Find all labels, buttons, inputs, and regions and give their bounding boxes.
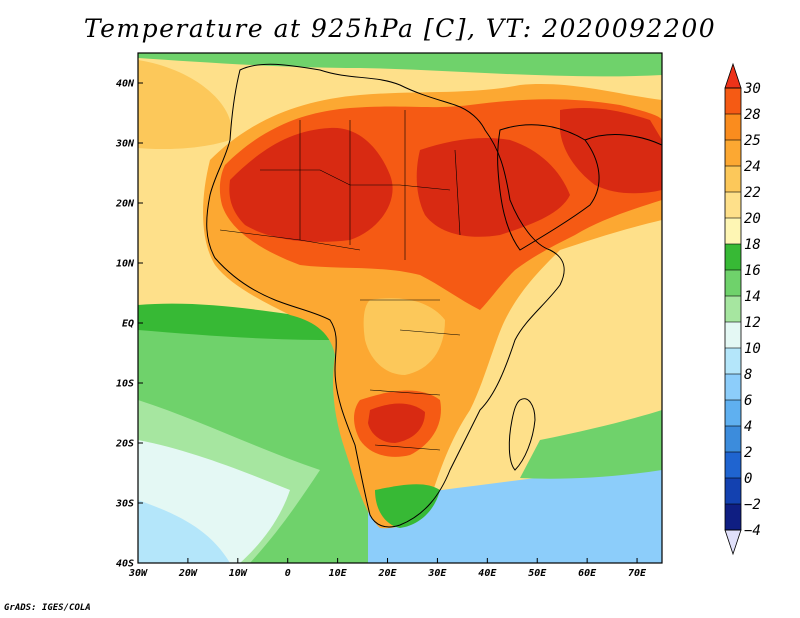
lon-tick-label: 30W [128, 568, 148, 579]
south-indian-cool [520, 410, 662, 479]
colorbar-swatch [725, 400, 741, 427]
lat-tick-label: EQ [122, 319, 134, 330]
asia-coastline [584, 134, 662, 146]
lon-tick-label: 0 [285, 568, 291, 579]
lon-tick-label: 20W [178, 568, 198, 579]
colorbar-label: 6 [744, 393, 752, 409]
border-line [454, 149, 461, 236]
colorbar-label: −2 [744, 497, 761, 513]
madagascar [508, 398, 536, 471]
colorbar-label: 12 [744, 315, 761, 331]
colorbar-label: 22 [744, 185, 761, 201]
border-line [369, 389, 441, 396]
colorbar-swatch [725, 322, 741, 349]
angola-zambia-hottest [368, 403, 425, 443]
border-line [219, 229, 361, 251]
lon-tick-label: 10E [329, 568, 348, 579]
colorbar-label: 16 [744, 263, 761, 279]
colorbar-swatch [725, 270, 741, 297]
coastlines [206, 63, 662, 528]
country-borders [219, 110, 461, 451]
colorbar-label: 10 [744, 341, 761, 357]
border-line [374, 444, 441, 451]
colorbar-label: 24 [744, 159, 761, 175]
lat-tick-label: 10N [116, 259, 135, 270]
lat-tick-label: 20S [115, 439, 134, 450]
lat-tick-label: 20N [115, 199, 135, 210]
sudan-arabia-hottest [416, 138, 570, 237]
gulf-guinea-band [138, 303, 330, 340]
colorbar-label: 28 [744, 107, 761, 123]
colorbar-swatch [725, 426, 741, 453]
colorbar-label: 20 [744, 211, 761, 227]
congo-basin-mild [363, 298, 445, 375]
lon-tick-label: 40E [478, 568, 497, 579]
colorbar-swatch [725, 166, 741, 193]
west-sahara-hottest [229, 127, 393, 242]
colorbar-swatch [725, 218, 741, 245]
colorbar-top-arrow [724, 62, 742, 89]
south-atlantic-coldest [138, 500, 230, 563]
southern-ocean-cold [368, 470, 662, 563]
grads-credit: GrADS: IGES/COLA [4, 603, 91, 613]
south-africa-cool [375, 484, 440, 528]
africa-coastline [206, 63, 565, 528]
border-line [399, 329, 461, 336]
lat-tick-label: 30S [115, 499, 134, 510]
colorbar-swatch [725, 478, 741, 505]
iran-pakistan-hottest [560, 108, 662, 194]
arabian-peninsula [497, 124, 600, 251]
lat-tick-label: 10S [116, 379, 134, 390]
colorbar-label: 25 [744, 133, 761, 149]
colorbar-bottom-arrow [724, 529, 742, 556]
colorbar-swatch [725, 452, 741, 479]
colorbar-label: 14 [744, 289, 761, 305]
lon-tick-label: 10W [229, 568, 248, 579]
colorbar-swatch [725, 374, 741, 401]
lat-tick-label: 30N [115, 139, 135, 150]
lon-tick-label: 30E [427, 568, 447, 579]
lon-tick-label: 20E [377, 568, 397, 579]
map-title: Temperature at 925hPa [C], VT: 202009220… [83, 14, 717, 43]
colorbar-swatch [725, 88, 741, 115]
colorbar-label: 8 [744, 367, 752, 383]
lat-tick-label: 40N [116, 79, 135, 90]
latitude-axis: 40N 30N 20N 10N EQ 10S 20S 30S 40S [115, 79, 143, 570]
north-atlantic-mild [138, 60, 232, 150]
colorbar-label: 30 [743, 81, 761, 97]
plot-frame [137, 52, 663, 564]
colorbar-swatch [725, 348, 741, 375]
lon-tick-label: 70E [628, 568, 647, 579]
colorbar-swatch [725, 244, 741, 271]
lon-tick-label: 60E [578, 568, 597, 579]
colorbar-swatch [725, 296, 741, 323]
lon-tick-label: 50E [528, 568, 547, 579]
colorbar-label: 2 [744, 445, 752, 461]
mediterranean-cool [138, 53, 662, 77]
temperature-field [138, 53, 662, 563]
colorbar-swatch [725, 504, 741, 531]
colorbar-label: −4 [744, 523, 761, 539]
colorbar-label: 4 [744, 419, 752, 435]
colorbar-swatch [725, 140, 741, 167]
lat-tick-label: 40S [116, 559, 134, 570]
colorbar-swatch [725, 114, 741, 141]
colorbar-label: 0 [744, 471, 752, 487]
colorbar-swatch [725, 192, 741, 219]
colorbar-label: 18 [744, 237, 761, 253]
longitude-axis: 30W 20W 10W 0 10E 20E 30E 40E 50E 60E 70E [128, 558, 647, 579]
